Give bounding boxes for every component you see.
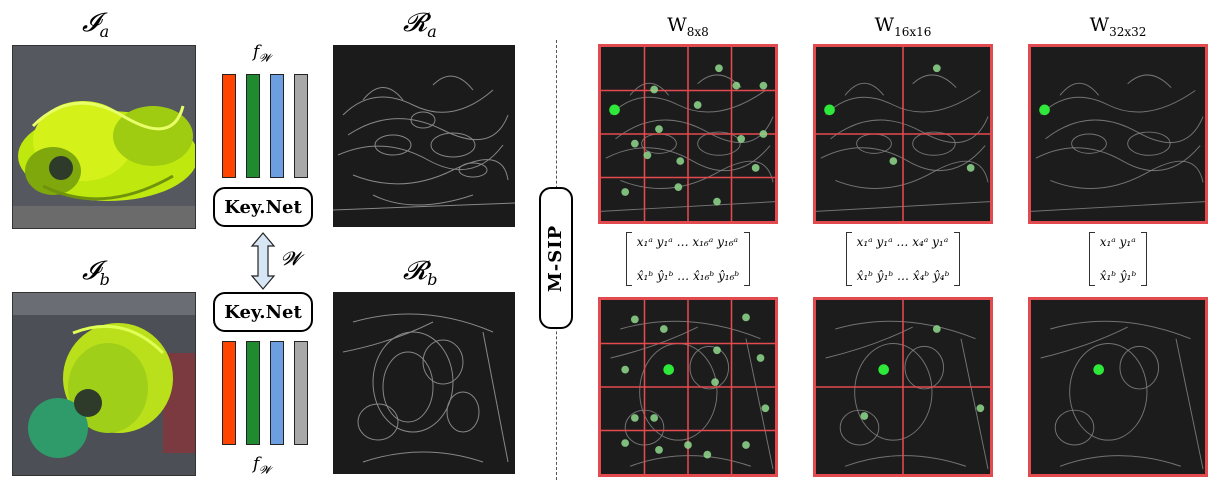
coordinate-matrix-16x16: x₁ᵃ y₁ᵃ … x₄ᵃ y₁ᵃ x̂₁ᵇ ŷ₁ᵇ … x̂₄ᵇ ŷ₄ᵇ (845, 232, 961, 286)
window-title-text: W (1089, 14, 1110, 36)
image-a (12, 45, 196, 229)
feature-bar-blue (270, 341, 284, 445)
response-map-b (333, 292, 515, 474)
window-title-8x8: W8x8 (598, 14, 778, 39)
window-16x16-map-a (813, 44, 993, 224)
window-title-text: W (667, 14, 687, 36)
response-a-label: 𝓡a (403, 8, 437, 42)
fw-label-top: f𝓦 (253, 42, 271, 65)
matrix-bracket-right (954, 232, 961, 286)
feature-bar-gray (294, 341, 308, 445)
window-title-subscript: 8x8 (686, 24, 709, 39)
image-b (12, 292, 196, 476)
matrix-row-top: x₁ᵃ y₁ᵃ (1099, 235, 1136, 249)
window-16x16-map-b (813, 297, 993, 477)
keynet-block-top: Key.Net (213, 187, 313, 227)
fw-label-bottom: f𝓦 (253, 454, 271, 477)
matrix-bracket-right (1141, 232, 1148, 286)
matrix-bracket-right (744, 232, 751, 286)
matrix-row-top: x₁ᵃ y₁ᵃ … x₁₆ᵃ y₁₆ᵃ (636, 235, 739, 249)
response-b-label: 𝓡b (403, 256, 438, 290)
matrix-row-top: x₁ᵃ y₁ᵃ … x₄ᵃ y₁ᵃ (856, 235, 949, 249)
window-title-32x32: W32x32 (1028, 14, 1208, 39)
feature-bar-red (222, 341, 236, 445)
response-map-a (333, 45, 515, 227)
matrix-row-bottom: x̂₁ᵇ ŷ₁ᵇ … x̂₄ᵇ ŷ₄ᵇ (856, 269, 950, 283)
window-title-subscript: 32x32 (1109, 24, 1147, 39)
feature-bars-bottom (222, 341, 308, 445)
feature-bar-green (246, 74, 260, 178)
matrix-bracket-left (625, 232, 632, 286)
window-8x8-map-b (598, 297, 778, 477)
coordinate-matrix-8x8: x₁ᵃ y₁ᵃ … x₁₆ᵃ y₁₆ᵃ x̂₁ᵇ ŷ₁ᵇ … x̂₁₆ᵇ ŷ₁₆ᵇ (625, 232, 751, 286)
keynet-block-bottom: Key.Net (213, 292, 313, 332)
feature-bar-gray (294, 74, 308, 178)
msip-block: M-SIP (539, 187, 573, 329)
matrix-row-bottom: x̂₁ᵇ ŷ₁ᵇ (1099, 269, 1137, 283)
window-title-text: W (874, 14, 895, 36)
matrix-row-bottom: x̂₁ᵇ ŷ₁ᵇ … x̂₁₆ᵇ ŷ₁₆ᵇ (636, 269, 740, 283)
matrix-bracket-left (1088, 232, 1095, 286)
matrix-bracket-left (845, 232, 852, 286)
window-title-subscript: 16x16 (894, 24, 932, 39)
feature-bars-top (222, 74, 308, 178)
window-8x8-map-a (598, 44, 778, 224)
warp-label: 𝓦 (281, 248, 301, 270)
feature-bar-green (246, 341, 260, 445)
window-32x32-map-b (1028, 297, 1208, 477)
feature-bar-red (222, 74, 236, 178)
coordinate-matrix-32x32: x₁ᵃ y₁ᵃ x̂₁ᵇ ŷ₁ᵇ (1088, 232, 1148, 286)
feature-bar-blue (270, 74, 284, 178)
warp-arrow (250, 232, 276, 290)
window-title-16x16: W16x16 (813, 14, 993, 39)
image-b-label: 𝓘b (82, 256, 110, 290)
image-a-label: 𝓘a (82, 8, 110, 42)
window-32x32-map-a (1028, 44, 1208, 224)
